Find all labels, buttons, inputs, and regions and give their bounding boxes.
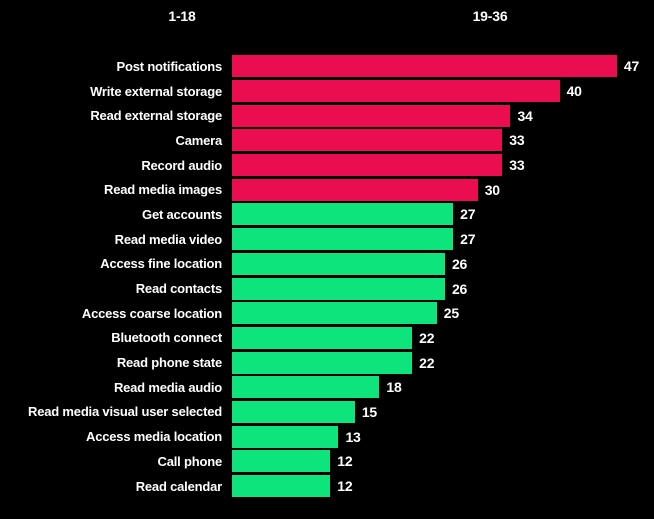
- value-label: 27: [460, 231, 476, 248]
- bar-row: Read media audio 18: [0, 375, 654, 400]
- bar-row: Call phone 12: [0, 449, 654, 474]
- bar-row: Read media video 27: [0, 227, 654, 252]
- category-label: Read media audio: [113, 379, 222, 395]
- value-label: 40: [566, 83, 582, 100]
- category-label: Read phone state: [116, 355, 222, 371]
- bar-row: Read contacts 26: [0, 276, 654, 301]
- value-label: 34: [517, 107, 533, 124]
- category-label: Post notifications: [116, 58, 223, 74]
- value-label: 33: [509, 157, 525, 174]
- bar: [232, 228, 454, 251]
- value-label: 26: [451, 255, 468, 272]
- bar-chart: Post notifications 47 Write external sto…: [0, 54, 654, 498]
- bar: [232, 252, 445, 275]
- bar-row: Read media images 30: [0, 177, 654, 202]
- value-label: 22: [419, 354, 435, 371]
- bar: [232, 203, 454, 226]
- bar-row: Get accounts 27: [0, 202, 654, 227]
- bar-row: Read external storage 34: [0, 103, 654, 128]
- category-label: Get accounts: [142, 206, 222, 222]
- value-label: 27: [460, 206, 476, 223]
- bar-row: Bluetooth connect 22: [0, 326, 654, 351]
- bar: [232, 277, 445, 300]
- category-label: Read media visual user selected: [28, 404, 222, 420]
- column-header-19-36: 19-36: [472, 8, 508, 24]
- value-label: 25: [443, 305, 459, 322]
- category-label: Read external storage: [90, 108, 222, 124]
- value-label: 12: [337, 478, 353, 495]
- bar: [232, 450, 331, 473]
- bar-row: Access coarse location 25: [0, 301, 654, 326]
- bar-row: Post notifications 47: [0, 54, 654, 79]
- bar-row: Record audio 33: [0, 153, 654, 178]
- value-label: 13: [345, 428, 361, 445]
- bar-row: Access media location 13: [0, 424, 654, 449]
- bar: [232, 154, 503, 177]
- category-label: Read media video: [114, 231, 223, 247]
- category-label: Read contacts: [135, 281, 222, 297]
- bar-row: Write external storage 40: [0, 79, 654, 104]
- category-label: Call phone: [157, 453, 223, 469]
- category-label: Access fine location: [100, 256, 222, 272]
- value-label: 26: [451, 280, 468, 297]
- category-label: Read media images: [104, 182, 222, 198]
- value-label: 33: [509, 132, 525, 149]
- category-label: Bluetooth connect: [111, 330, 222, 346]
- category-label: Write external storage: [90, 83, 222, 99]
- column-header-1-18: 1-18: [168, 8, 196, 24]
- value-label: 12: [337, 453, 353, 470]
- bar-row: Read calendar 12: [0, 474, 654, 499]
- bar: [232, 400, 355, 423]
- bar: [232, 129, 503, 152]
- bar: [232, 55, 617, 78]
- bar: [232, 376, 380, 399]
- category-label: Record audio: [141, 157, 222, 173]
- bar: [232, 178, 478, 201]
- category-label: Access media location: [86, 429, 222, 445]
- bar: [232, 104, 511, 127]
- value-label: 30: [484, 181, 500, 198]
- bar: [232, 475, 331, 498]
- category-label: Read calendar: [135, 478, 222, 494]
- value-label: 18: [386, 379, 402, 396]
- bar-row: Read phone state 22: [0, 350, 654, 375]
- bar: [232, 302, 437, 325]
- bar: [232, 425, 339, 448]
- bar: [232, 80, 560, 103]
- category-label: Access coarse location: [81, 305, 222, 321]
- bar: [232, 351, 413, 374]
- bar-row: Camera 33: [0, 128, 654, 153]
- value-label: 47: [623, 58, 640, 75]
- bar-row: Read media visual user selected 15: [0, 400, 654, 425]
- bar-row: Access fine location 26: [0, 252, 654, 277]
- value-label: 15: [361, 403, 378, 420]
- value-label: 22: [419, 329, 435, 346]
- category-label: Camera: [175, 132, 223, 148]
- bar: [232, 326, 413, 349]
